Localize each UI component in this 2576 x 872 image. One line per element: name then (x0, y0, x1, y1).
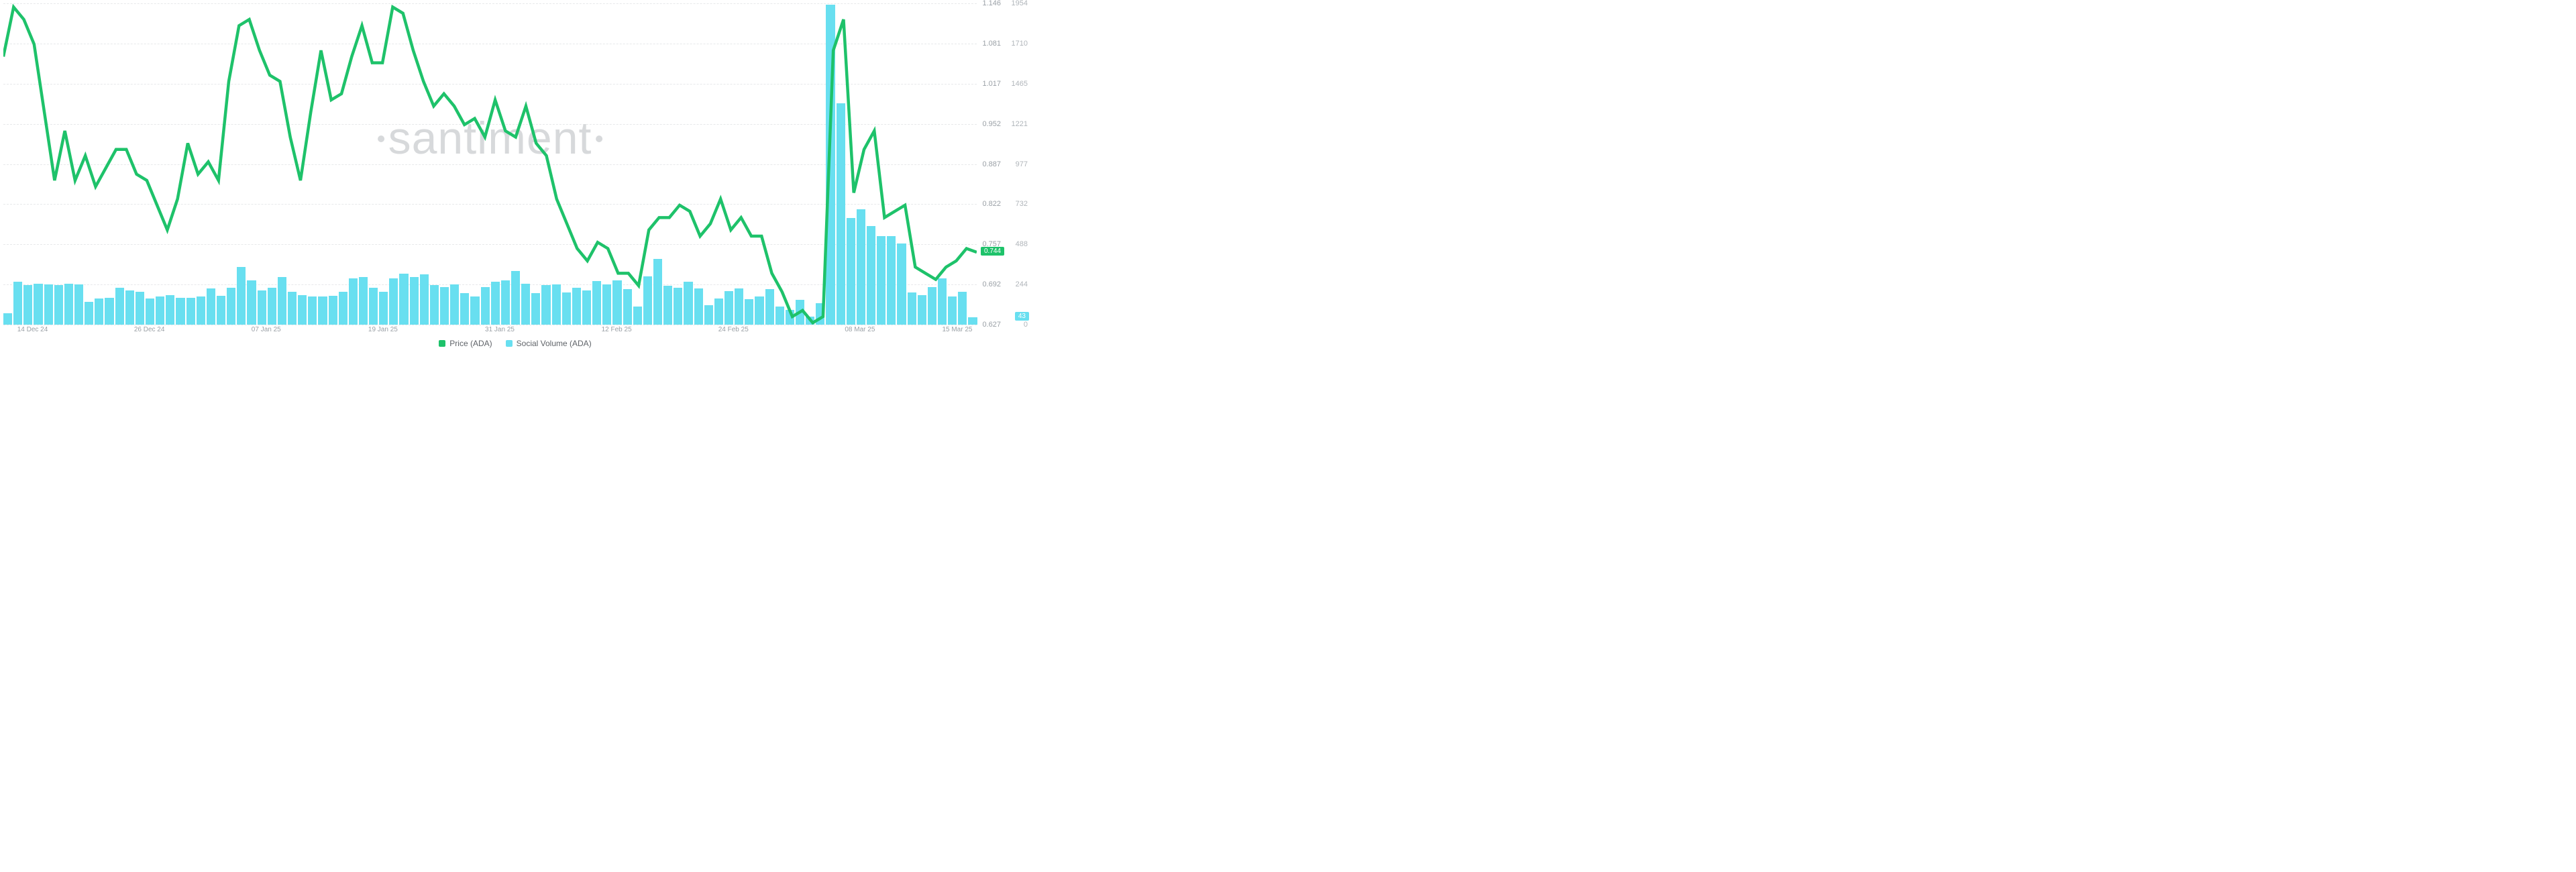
legend: Price (ADA) Social Volume (ADA) (0, 339, 1030, 349)
y-tick: 0.822732 (979, 200, 1028, 208)
y-tick: 1.0171465 (979, 80, 1028, 88)
x-tick: 26 Dec 24 (134, 326, 165, 333)
x-tick: 14 Dec 24 (17, 326, 48, 333)
y-tick: 0.6270 (979, 321, 1028, 329)
y-tick: 0.887977 (979, 160, 1028, 168)
y-tick: 0.9521221 (979, 120, 1028, 128)
x-tick: 08 Mar 25 (845, 326, 875, 333)
y-tick: 0.692244 (979, 280, 1028, 288)
price-volume-chart: santiment 1.1461954 1.0811710 1.0171465 0.9… (0, 0, 1030, 349)
price-line-path (3, 7, 977, 323)
legend-item: Social Volume (ADA) (506, 339, 592, 348)
x-tick: 24 Feb 25 (718, 326, 749, 333)
y-tick: 1.0811710 (979, 40, 1028, 48)
x-tick: 07 Jan 25 (252, 326, 281, 333)
plot-area: santiment (3, 3, 977, 325)
y-axis-right: 1.1461954 1.0811710 1.0171465 0.9521221 0.88… (979, 3, 1030, 325)
x-tick: 15 Mar 25 (942, 326, 972, 333)
x-tick: 12 Feb 25 (602, 326, 632, 333)
x-tick: 19 Jan 25 (368, 326, 398, 333)
current-volume-badge: 43 (1015, 312, 1029, 321)
y-tick: 1.1461954 (979, 0, 1028, 7)
legend-item: Price (ADA) (439, 339, 492, 348)
x-tick: 31 Jan 25 (485, 326, 515, 333)
x-axis: 14 Dec 24 26 Dec 24 07 Jan 25 19 Jan 25 31 J… (3, 326, 977, 335)
current-price-badge: 0.744 (981, 247, 1004, 256)
price-line (3, 3, 977, 325)
